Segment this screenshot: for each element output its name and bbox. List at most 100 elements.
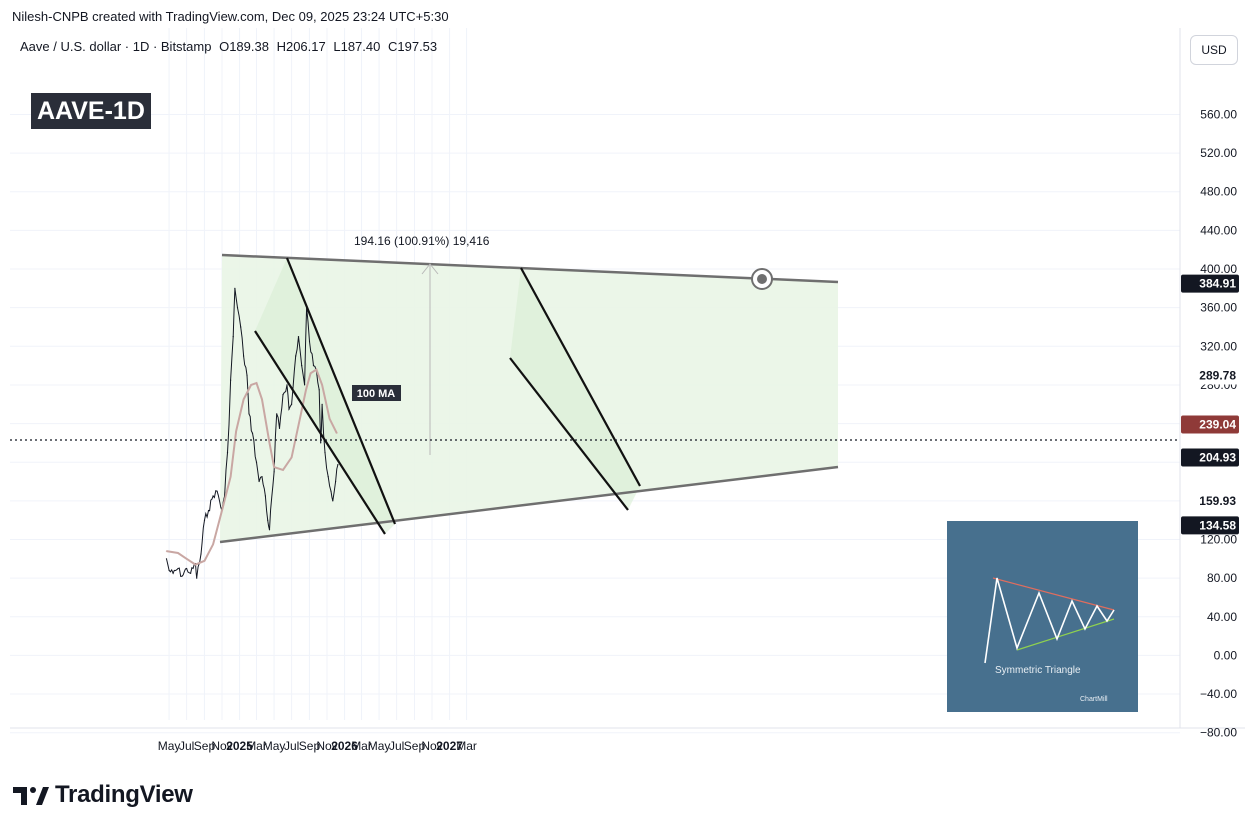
x-tick-label: Sep bbox=[299, 739, 321, 753]
price-label: 289.78 bbox=[1181, 366, 1239, 385]
symbol-name[interactable]: Aave / U.S. dollar · 1D · Bitstamp bbox=[20, 39, 212, 54]
price-point bbox=[276, 413, 278, 415]
x-tick-label: Sep bbox=[194, 739, 216, 753]
channel2-upper-line bbox=[520, 267, 641, 487]
y-axis[interactable]: 560.00 520.00 480.00 440.00 400.00 360.00 320.… bbox=[1200, 107, 1237, 739]
price-point bbox=[318, 389, 320, 391]
ma-point bbox=[165, 550, 168, 552]
x-tick-label: Nov bbox=[211, 739, 232, 753]
channel1-upper-line bbox=[285, 257, 397, 525]
price-point bbox=[246, 374, 248, 376]
price-point bbox=[216, 490, 218, 492]
price-point bbox=[168, 569, 170, 572]
price-point bbox=[330, 490, 332, 492]
x-tick-label: May bbox=[263, 739, 286, 753]
ma-point bbox=[282, 469, 284, 471]
x-tick-label: 2026 bbox=[331, 739, 358, 753]
channel2-fill bbox=[510, 268, 640, 510]
x-tick-label: May bbox=[158, 739, 181, 753]
svg-text:384.91: 384.91 bbox=[1199, 277, 1236, 291]
price-label: 159.93 bbox=[1181, 491, 1239, 510]
attribution-text: Nilesh-CNPB created with TradingView.com… bbox=[12, 9, 449, 24]
ma-point bbox=[261, 398, 263, 400]
x-tick-label: 2025 bbox=[226, 739, 253, 753]
ohlc-open: O189.38 bbox=[219, 39, 269, 54]
price-point bbox=[181, 575, 183, 577]
ma-point bbox=[186, 558, 188, 560]
price-point bbox=[258, 480, 260, 483]
ohlc-low: L187.40 bbox=[333, 39, 381, 54]
y-tick-label: 0.00 bbox=[1214, 648, 1238, 662]
price-point bbox=[312, 365, 315, 367]
price-point bbox=[327, 476, 329, 478]
ma-point bbox=[336, 432, 338, 434]
price-point bbox=[232, 336, 234, 338]
y-tick-label: −80.00 bbox=[1200, 726, 1237, 740]
price-point bbox=[207, 509, 210, 512]
price-point bbox=[278, 427, 281, 429]
x-tick-label: Jul bbox=[179, 739, 194, 753]
price-point bbox=[236, 307, 239, 309]
tradingview-logo[interactable]: TradingView bbox=[13, 781, 193, 809]
svg-text:289.78: 289.78 bbox=[1199, 368, 1236, 382]
svg-text:159.93: 159.93 bbox=[1199, 494, 1236, 508]
y-tick-label: 40.00 bbox=[1207, 610, 1237, 624]
y-tick-label: 480.00 bbox=[1200, 185, 1237, 199]
y-tick-label: 360.00 bbox=[1200, 301, 1237, 315]
price-point bbox=[304, 384, 306, 386]
price-point bbox=[251, 432, 254, 434]
measure-arrow-head bbox=[421, 263, 439, 275]
ma-point bbox=[230, 476, 232, 478]
y-tick-label: 400.00 bbox=[1200, 262, 1237, 276]
y-tick-label: 560.00 bbox=[1200, 107, 1237, 121]
price-point bbox=[230, 379, 232, 381]
chart-series bbox=[165, 287, 339, 579]
price-point bbox=[291, 403, 293, 405]
x-tick-label: 2027 bbox=[436, 739, 463, 753]
price-point bbox=[203, 519, 206, 521]
ma-point bbox=[273, 466, 275, 468]
price-point bbox=[321, 403, 323, 405]
price-point bbox=[324, 452, 326, 454]
tradingview-logo-text: TradingView bbox=[55, 781, 193, 808]
price-point bbox=[332, 500, 334, 502]
price-point bbox=[240, 326, 242, 328]
price-point bbox=[320, 442, 322, 444]
price-point bbox=[308, 340, 311, 343]
ohlc-high: H206.17 bbox=[276, 39, 326, 54]
price-point bbox=[212, 495, 214, 497]
x-tick-label: Mar bbox=[351, 739, 372, 753]
x-tick-label: Nov bbox=[421, 739, 442, 753]
price-point bbox=[261, 476, 263, 478]
price-point bbox=[248, 413, 250, 415]
chart-title-badge: AAVE-1D bbox=[31, 93, 151, 129]
x-tick-label: Mar bbox=[456, 739, 477, 753]
x-tick-label: May bbox=[368, 739, 391, 753]
ma-point bbox=[329, 418, 331, 420]
triangle-upper-line bbox=[221, 253, 839, 284]
price-point bbox=[200, 553, 202, 555]
price-point bbox=[264, 495, 266, 497]
price-point bbox=[288, 408, 290, 410]
ma-point bbox=[194, 564, 197, 566]
price-label: 134.58 bbox=[1181, 516, 1239, 535]
price-point bbox=[286, 384, 288, 386]
x-tick-label: Mar bbox=[246, 739, 267, 753]
x-tick-label: Nov bbox=[316, 739, 337, 753]
x-tick-label: Jul bbox=[284, 739, 299, 753]
ma-point bbox=[250, 384, 252, 386]
ma-point bbox=[243, 398, 245, 400]
channel2-lower-line bbox=[509, 357, 629, 511]
price-point bbox=[172, 572, 174, 574]
target-icon[interactable] bbox=[751, 268, 773, 290]
ma-point bbox=[212, 543, 214, 545]
price-point bbox=[282, 394, 284, 396]
price-point bbox=[226, 452, 229, 454]
price-point bbox=[190, 572, 192, 574]
currency-button[interactable]: USD bbox=[1190, 35, 1238, 65]
price-point bbox=[186, 567, 188, 570]
y-tick-label: 520.00 bbox=[1200, 146, 1237, 160]
price-point bbox=[337, 464, 339, 466]
